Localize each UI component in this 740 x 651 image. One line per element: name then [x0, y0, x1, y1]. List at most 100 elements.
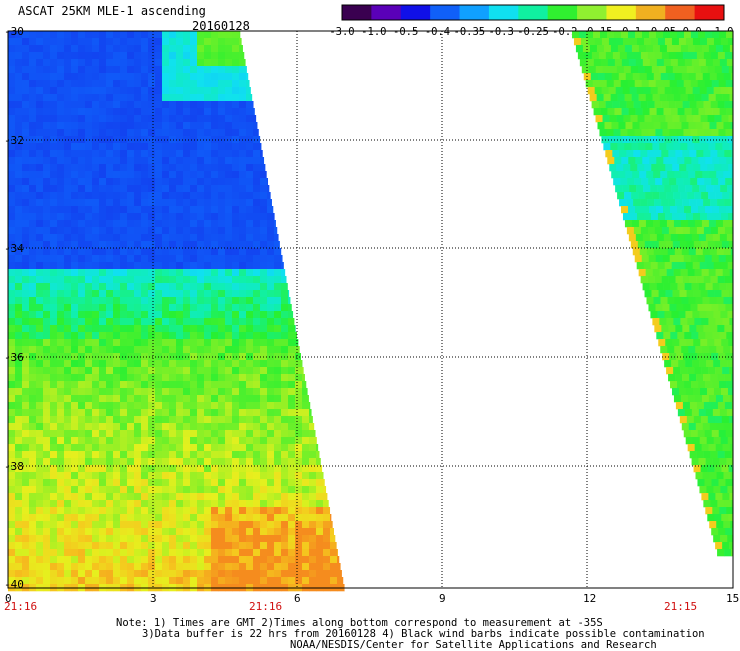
swath-cell — [717, 472, 724, 479]
swath-cell — [684, 206, 691, 213]
swath-cell — [685, 108, 692, 115]
swath-cell — [225, 80, 232, 87]
swath-cell — [197, 220, 204, 227]
swath-cell — [148, 444, 155, 451]
swath-cell — [99, 304, 106, 311]
swath-cell — [127, 227, 134, 234]
swath-cell — [232, 66, 239, 73]
swath-cell — [323, 563, 330, 570]
swath-cell — [719, 80, 726, 87]
swath-cell — [708, 66, 715, 73]
swath-cell — [622, 185, 629, 192]
swath-cell — [309, 465, 316, 472]
swath-cell — [78, 185, 85, 192]
swath-cell — [663, 157, 670, 164]
swath-cell — [141, 479, 148, 486]
swath-cell — [176, 521, 183, 528]
swath-cell — [295, 388, 302, 395]
swath-cell — [211, 171, 218, 178]
swath-cell — [714, 388, 721, 395]
swath-cell — [36, 577, 43, 584]
swath-cell — [169, 101, 176, 108]
swath-cell — [218, 521, 225, 528]
swath-cell — [267, 402, 274, 409]
swath-cell — [8, 199, 15, 206]
swath-cell — [232, 52, 239, 59]
swath-cell — [709, 45, 716, 52]
swath-cell — [239, 73, 246, 80]
swath-cell — [657, 311, 664, 318]
swath-cell — [57, 332, 64, 339]
swath-cell — [190, 388, 197, 395]
swath-cell — [85, 45, 92, 52]
swath-cell — [246, 122, 253, 129]
swath-cell — [113, 185, 120, 192]
swath-cell — [169, 241, 176, 248]
swath-cell — [267, 388, 274, 395]
swath-cell — [64, 269, 71, 276]
swath-cell — [716, 297, 723, 304]
swath-cell — [57, 185, 64, 192]
swath-cell — [662, 304, 669, 311]
swath-cell — [680, 318, 687, 325]
swath-cell — [260, 164, 265, 171]
swath-cell — [197, 227, 204, 234]
swath-cell — [113, 143, 120, 150]
swath-cell — [162, 269, 169, 276]
swath-cell — [113, 556, 120, 563]
swath-cell — [57, 136, 64, 143]
swath-cell — [218, 101, 225, 108]
swath-cell — [113, 171, 120, 178]
swath-cell — [316, 500, 323, 507]
swath-cell — [71, 108, 78, 115]
swath-cell — [607, 31, 614, 38]
swath-cell — [190, 227, 197, 234]
swath-cell — [260, 262, 267, 269]
swath-cell — [211, 577, 218, 584]
swath-cell — [260, 409, 267, 416]
swath-cell — [22, 332, 29, 339]
swath-cell — [211, 297, 218, 304]
swath-cell — [134, 31, 141, 38]
swath-cell — [239, 486, 246, 493]
swath-cell — [197, 563, 204, 570]
swath-cell — [78, 388, 85, 395]
swath-cell — [155, 185, 162, 192]
swath-cell — [29, 255, 36, 262]
swath-cell — [218, 73, 225, 80]
swath-cell — [225, 31, 232, 38]
swath-cell — [309, 577, 316, 584]
swath-cell — [148, 367, 155, 374]
swath-cell — [155, 563, 162, 570]
swath-cell — [36, 528, 43, 535]
swath-cell — [162, 157, 169, 164]
swath-cell — [698, 157, 705, 164]
swath-cell — [704, 178, 711, 185]
swath-cell — [36, 367, 43, 374]
swath-cell — [633, 73, 640, 80]
swath-cell — [612, 150, 619, 157]
swath-cell — [288, 304, 292, 311]
swath-cell — [120, 339, 127, 346]
swath-cell — [155, 94, 162, 101]
swath-cell — [225, 248, 232, 255]
swath-cell — [726, 206, 733, 213]
swath-cell — [36, 290, 43, 297]
swath-cell — [169, 444, 176, 451]
swath-cell — [719, 332, 726, 339]
swath-cell — [85, 220, 92, 227]
swath-cell — [8, 437, 15, 444]
x-tick-label: 15 — [726, 592, 739, 605]
swath-cell — [78, 101, 85, 108]
swath-cell — [127, 332, 134, 339]
swath-cell — [29, 199, 36, 206]
swath-cell — [176, 150, 183, 157]
swath-cell — [197, 178, 204, 185]
swath-cell — [78, 66, 85, 73]
swath-cell — [120, 556, 127, 563]
swath-cell — [43, 381, 50, 388]
swath-cell — [134, 542, 141, 549]
swath-cell — [721, 437, 728, 444]
swath-cell — [716, 94, 723, 101]
swath-cell — [225, 339, 232, 346]
